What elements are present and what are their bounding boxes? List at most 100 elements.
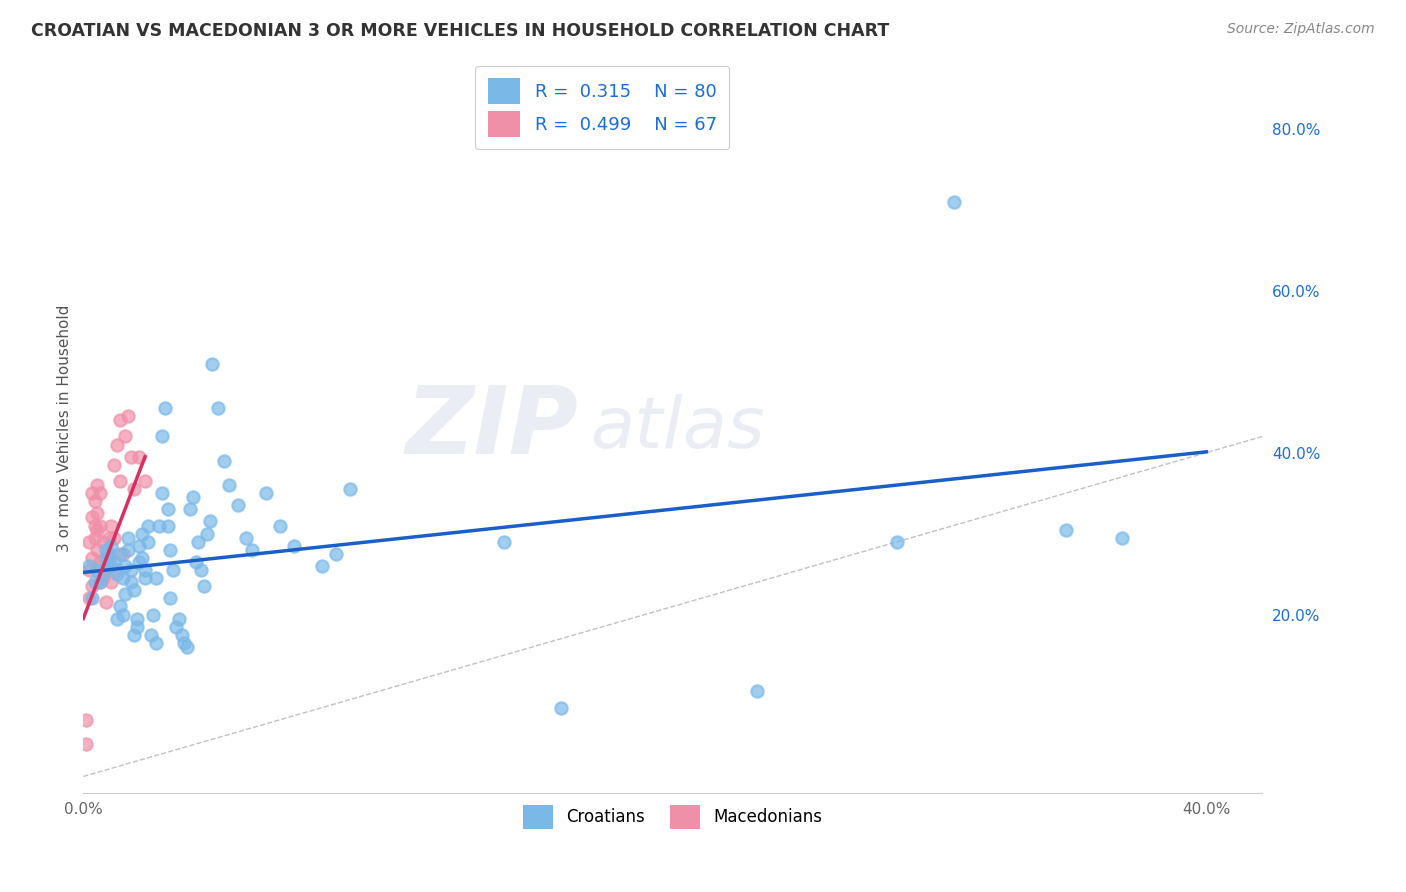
Point (240, 542, 263, 557)
Point (75, 737, 97, 751)
Point (120, 563, 142, 577)
Point (114, 587, 136, 601)
Point (131, 550, 153, 565)
Point (550, 700, 572, 714)
Point (122, 482, 145, 496)
Point (103, 458, 125, 472)
Point (745, 684, 768, 698)
Point (153, 401, 176, 416)
Point (80, 579, 103, 593)
Point (1111, 531, 1133, 545)
Point (156, 518, 179, 533)
Point (494, 534, 516, 549)
Point (159, 591, 181, 606)
Point (86, 507, 108, 521)
Point (117, 409, 139, 424)
Point (128, 539, 150, 553)
Point (97, 531, 120, 545)
Point (77, 559, 100, 574)
Point (77, 534, 100, 549)
Point (105, 611, 128, 625)
Point (120, 450, 142, 464)
Point (159, 542, 181, 557)
Point (311, 559, 333, 574)
Point (105, 437, 128, 451)
Point (181, 490, 204, 504)
Point (111, 547, 134, 561)
Point (91, 567, 114, 582)
Point (207, 401, 229, 416)
Point (100, 518, 122, 533)
Point (117, 542, 139, 557)
Point (97, 547, 120, 561)
Point (91, 571, 114, 585)
Point (114, 559, 136, 574)
Point (83, 494, 105, 508)
Point (325, 547, 347, 561)
Point (173, 636, 195, 650)
Point (97, 550, 120, 565)
Point (89, 518, 111, 533)
Point (83, 518, 105, 533)
Point (103, 531, 125, 545)
Point (942, 194, 965, 209)
Point (136, 534, 159, 549)
Point (105, 567, 128, 582)
Point (170, 628, 193, 642)
Point (94, 555, 117, 569)
Point (162, 563, 184, 577)
Point (283, 539, 305, 553)
Point (86, 523, 108, 537)
Point (134, 474, 156, 488)
Point (136, 518, 159, 533)
Point (254, 486, 277, 500)
Point (100, 575, 122, 590)
Point (111, 571, 134, 585)
Point (184, 555, 207, 569)
Text: ZIP: ZIP (406, 383, 578, 475)
Point (105, 563, 128, 577)
Point (108, 547, 131, 561)
Point (94, 550, 117, 565)
Point (148, 518, 170, 533)
Point (125, 611, 148, 625)
Point (91, 567, 114, 582)
Point (226, 498, 249, 512)
Point (198, 515, 221, 529)
Point (122, 628, 145, 642)
Point (91, 534, 114, 549)
Point (89, 486, 111, 500)
Point (128, 450, 150, 464)
Point (80, 591, 103, 606)
Point (89, 555, 111, 569)
Point (89, 575, 111, 590)
Point (886, 534, 908, 549)
Point (77, 591, 100, 606)
Point (80, 486, 103, 500)
Point (145, 636, 167, 650)
Point (114, 429, 136, 443)
Point (339, 482, 361, 496)
Point (212, 454, 235, 468)
Point (111, 607, 134, 622)
Point (235, 531, 257, 545)
Point (94, 542, 117, 557)
Point (187, 534, 209, 549)
Point (94, 563, 117, 577)
Point (83, 575, 105, 590)
Point (201, 357, 224, 371)
Point (100, 539, 122, 553)
Point (125, 620, 148, 634)
Point (117, 531, 139, 545)
Point (134, 571, 156, 585)
Text: atlas: atlas (591, 394, 765, 463)
Text: Source: ZipAtlas.com: Source: ZipAtlas.com (1227, 22, 1375, 37)
Point (128, 555, 150, 569)
Point (86, 563, 108, 577)
Point (103, 555, 125, 569)
Point (165, 620, 187, 634)
Point (190, 563, 212, 577)
Point (150, 429, 173, 443)
Point (86, 542, 108, 557)
Point (167, 611, 190, 625)
